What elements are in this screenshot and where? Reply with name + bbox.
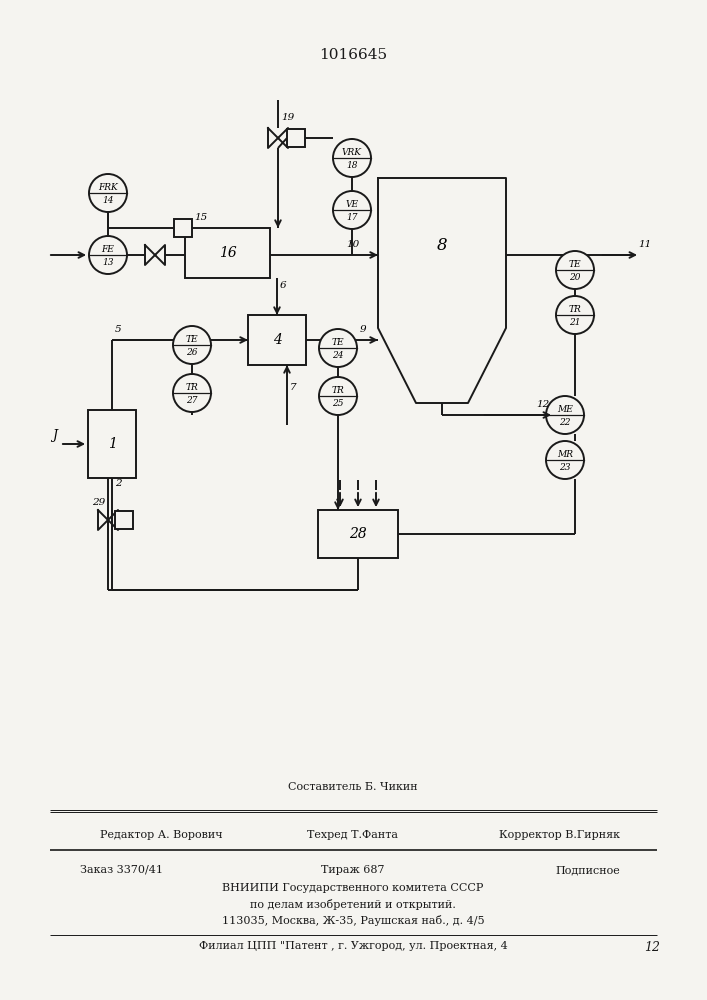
Text: 5: 5	[115, 325, 122, 334]
Text: FE: FE	[102, 245, 115, 254]
Bar	[185, 228, 270, 278]
Text: VRK: VRK	[342, 148, 362, 157]
Text: 26: 26	[186, 348, 198, 357]
Bar	[88, 410, 136, 478]
Text: по делам изобретений и открытий.: по делам изобретений и открытий.	[250, 899, 456, 910]
Bar	[115, 511, 133, 529]
Text: TE: TE	[568, 260, 581, 269]
Text: TR: TR	[568, 305, 581, 314]
Text: Техред Т.Фанта: Техред Т.Фанта	[308, 830, 399, 840]
Circle shape	[89, 236, 127, 274]
Text: 4: 4	[273, 333, 281, 347]
Text: J: J	[52, 429, 57, 442]
Text: 15: 15	[194, 213, 207, 222]
Text: 6: 6	[280, 281, 286, 290]
Text: TR: TR	[332, 386, 344, 395]
Circle shape	[546, 396, 584, 434]
Circle shape	[319, 329, 357, 367]
Text: 7: 7	[290, 383, 297, 392]
Text: 18: 18	[346, 161, 358, 170]
Text: ME: ME	[557, 405, 573, 414]
Text: 12: 12	[644, 941, 660, 954]
Text: Тираж 687: Тираж 687	[321, 865, 385, 875]
Bar	[248, 315, 306, 365]
Text: 22: 22	[559, 418, 571, 427]
Text: FRK: FRK	[98, 183, 118, 192]
Text: 14: 14	[103, 196, 114, 205]
Text: TE: TE	[332, 338, 344, 347]
Circle shape	[333, 139, 371, 177]
Bar	[287, 129, 305, 147]
Text: Составитель Б. Чикин: Составитель Б. Чикин	[288, 782, 418, 792]
Text: 11: 11	[638, 240, 651, 249]
Text: 20: 20	[569, 273, 580, 282]
Text: TR: TR	[186, 383, 199, 392]
Circle shape	[556, 296, 594, 334]
Text: Редактор А. Ворович: Редактор А. Ворович	[100, 830, 223, 840]
Text: 1016645: 1016645	[319, 48, 387, 62]
Text: Филиал ЦПП "Патент , г. Ужгород, ул. Проектная, 4: Филиал ЦПП "Патент , г. Ужгород, ул. Про…	[199, 941, 508, 951]
Circle shape	[173, 374, 211, 412]
Text: 10: 10	[346, 240, 360, 249]
Text: Заказ 3370/41: Заказ 3370/41	[80, 865, 163, 875]
Text: MR: MR	[557, 450, 573, 459]
Circle shape	[333, 191, 371, 229]
Text: 2: 2	[115, 479, 122, 488]
Circle shape	[89, 174, 127, 212]
Text: 1: 1	[107, 437, 117, 451]
Bar	[318, 510, 398, 558]
Circle shape	[319, 377, 357, 415]
Text: 21: 21	[569, 318, 580, 327]
Text: Подписное: Подписное	[555, 865, 620, 875]
Text: 19: 19	[281, 113, 294, 122]
Text: VE: VE	[346, 200, 358, 209]
Text: 9: 9	[360, 325, 367, 334]
Text: ВНИИПИ Государственного комитета СССР: ВНИИПИ Государственного комитета СССР	[222, 883, 484, 893]
Text: 23: 23	[559, 463, 571, 472]
Text: 16: 16	[218, 246, 236, 260]
Circle shape	[546, 441, 584, 479]
Text: 25: 25	[332, 399, 344, 408]
Circle shape	[556, 251, 594, 289]
Text: 24: 24	[332, 351, 344, 360]
Text: 29: 29	[92, 498, 105, 507]
Text: 8: 8	[437, 237, 448, 254]
Text: 12: 12	[536, 400, 549, 409]
Bar	[174, 219, 192, 237]
Circle shape	[173, 326, 211, 364]
Text: 28: 28	[349, 527, 367, 541]
Text: TE: TE	[186, 335, 198, 344]
Text: 27: 27	[186, 396, 198, 405]
Text: 17: 17	[346, 213, 358, 222]
Text: 13: 13	[103, 258, 114, 267]
Text: 113035, Москва, Ж-35, Раушская наб., д. 4/5: 113035, Москва, Ж-35, Раушская наб., д. …	[222, 915, 484, 926]
Text: Корректор В.Гирняк: Корректор В.Гирняк	[499, 830, 620, 840]
